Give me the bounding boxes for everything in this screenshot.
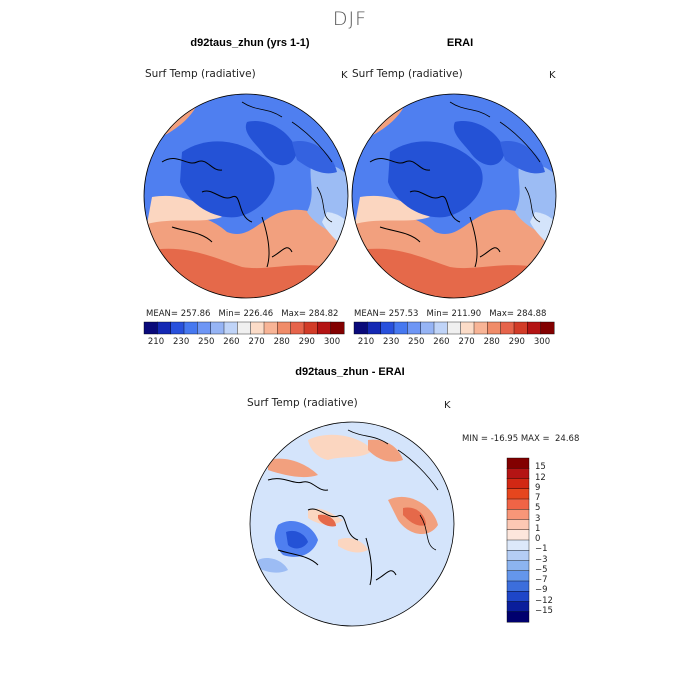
colorbar-swatch [487, 321, 502, 335]
colorbar-tick-label: −3 [535, 554, 548, 565]
colorbar-swatch [237, 321, 252, 335]
colorbar-swatch [506, 560, 530, 572]
colorbar-tick-label: 230 [383, 337, 400, 347]
colorbar-tick-label: 300 [323, 337, 341, 347]
obs-colorbar-labels: 210 230 250 260 270 280 290 300 [354, 337, 554, 349]
colorbar-swatch [506, 478, 530, 490]
colorbar-swatch [290, 321, 305, 335]
colorbar-swatch [506, 519, 530, 531]
colorbar-swatch [263, 321, 278, 335]
colorbar-swatch [506, 570, 530, 582]
model-panel-title: d92taus_zhun (yrs 1-1) [190, 37, 310, 49]
colorbar-tick-label: 290 [298, 337, 315, 347]
colorbar-swatch [303, 321, 318, 335]
colorbar-tick-label: 9 [535, 482, 541, 493]
colorbar-tick-label: 230 [173, 337, 190, 347]
colorbar-swatch [506, 468, 530, 480]
obs-colorbar [353, 321, 555, 335]
colorbar-tick-label: −15 [535, 605, 553, 616]
colorbar-tick-label: 260 [433, 337, 450, 347]
colorbar-swatch [223, 321, 238, 335]
colorbar-swatch [367, 321, 382, 335]
colorbar-tick-label: 3 [535, 513, 541, 524]
diff-units-label: K [444, 400, 451, 411]
colorbar-tick-label: −12 [535, 595, 553, 606]
colorbar-swatch [433, 321, 448, 335]
obs-stats: MEAN= 257.53 Min= 211.90 Max= 284.88 [354, 309, 547, 319]
colorbar-tick-label: 7 [535, 493, 541, 503]
model-units-label: K [341, 70, 348, 81]
colorbar-swatch [460, 321, 475, 335]
colorbar-tick-label: 210 [357, 337, 375, 347]
colorbar-swatch [506, 601, 530, 613]
colorbar-swatch [506, 498, 530, 510]
diff-field-label: Surf Temp (radiative) [247, 397, 358, 409]
colorbar-swatch [317, 321, 332, 335]
obs-field-label: Surf Temp (radiative) [352, 68, 463, 80]
colorbar-swatch [473, 321, 488, 335]
figure-title: DJF [332, 8, 368, 30]
colorbar-tick-label: −9 [535, 585, 548, 596]
colorbar-tick-label: 0 [535, 534, 541, 544]
colorbar-swatch [506, 509, 530, 521]
model-field-label: Surf Temp (radiative) [145, 68, 256, 80]
colorbar-swatch [513, 321, 528, 335]
colorbar-swatch [250, 321, 265, 335]
colorbar-tick-label: 1 [535, 523, 541, 534]
colorbar-tick-label: 250 [198, 337, 215, 347]
colorbar-swatch [506, 529, 530, 541]
obs-polar-map [351, 93, 557, 299]
colorbar-swatch [506, 580, 530, 592]
colorbar-tick-label: 5 [535, 503, 541, 514]
colorbar-swatch [506, 611, 530, 623]
colorbar-swatch [540, 321, 555, 335]
colorbar-swatch [330, 321, 345, 335]
diff-stats: MIN = -16.95 MAX = 24.68 [462, 434, 580, 444]
colorbar-swatch [157, 321, 172, 335]
colorbar-swatch [197, 321, 212, 335]
colorbar-swatch [407, 321, 422, 335]
colorbar-swatch [506, 539, 530, 551]
diff-colorbar-labels: 15 12 9 7 5 3 1 0 −1 −3 −5 −7 −9 −12 −15 [535, 458, 575, 622]
colorbar-tick-label: 290 [508, 337, 525, 347]
colorbar-swatch [170, 321, 185, 335]
diff-polar-map [249, 421, 455, 627]
model-colorbar-labels: 210 230 250 260 270 280 290 300 [144, 337, 344, 349]
colorbar-tick-label: 280 [273, 337, 290, 347]
colorbar-tick-label: 15 [535, 462, 546, 473]
colorbar-swatch [506, 591, 530, 603]
colorbar-tick-label: 300 [533, 337, 551, 347]
model-polar-map [143, 93, 349, 299]
colorbar-swatch [380, 321, 395, 335]
colorbar-swatch [500, 321, 515, 335]
diff-panel-title: d92taus_zhun - ERAI [295, 366, 405, 378]
obs-units-label: K [549, 70, 556, 81]
colorbar-swatch [506, 550, 530, 562]
colorbar-tick-label: 260 [223, 337, 240, 347]
colorbar-tick-label: −5 [535, 564, 548, 575]
colorbar-swatch [447, 321, 462, 335]
colorbar-swatch [393, 321, 408, 335]
colorbar-swatch [420, 321, 435, 335]
colorbar-swatch [183, 321, 198, 335]
colorbar-tick-label: 210 [147, 337, 165, 347]
colorbar-tick-label: 250 [408, 337, 425, 347]
obs-panel-title: ERAI [446, 37, 474, 49]
colorbar-swatch [506, 457, 530, 469]
colorbar-tick-label: 270 [458, 337, 475, 347]
colorbar-swatch [353, 321, 368, 335]
colorbar-tick-label: 280 [483, 337, 500, 347]
colorbar-tick-label: 12 [535, 472, 546, 483]
diff-colorbar [506, 457, 530, 623]
colorbar-tick-label: −7 [535, 575, 548, 585]
colorbar-swatch [210, 321, 225, 335]
colorbar-swatch [143, 321, 158, 335]
colorbar-swatch [527, 321, 542, 335]
colorbar-tick-label: −1 [535, 544, 548, 555]
model-colorbar [143, 321, 345, 335]
colorbar-swatch [506, 488, 530, 500]
colorbar-tick-label: 270 [248, 337, 265, 347]
colorbar-swatch [277, 321, 292, 335]
model-stats: MEAN= 257.86 Min= 226.46 Max= 284.82 [146, 309, 339, 319]
